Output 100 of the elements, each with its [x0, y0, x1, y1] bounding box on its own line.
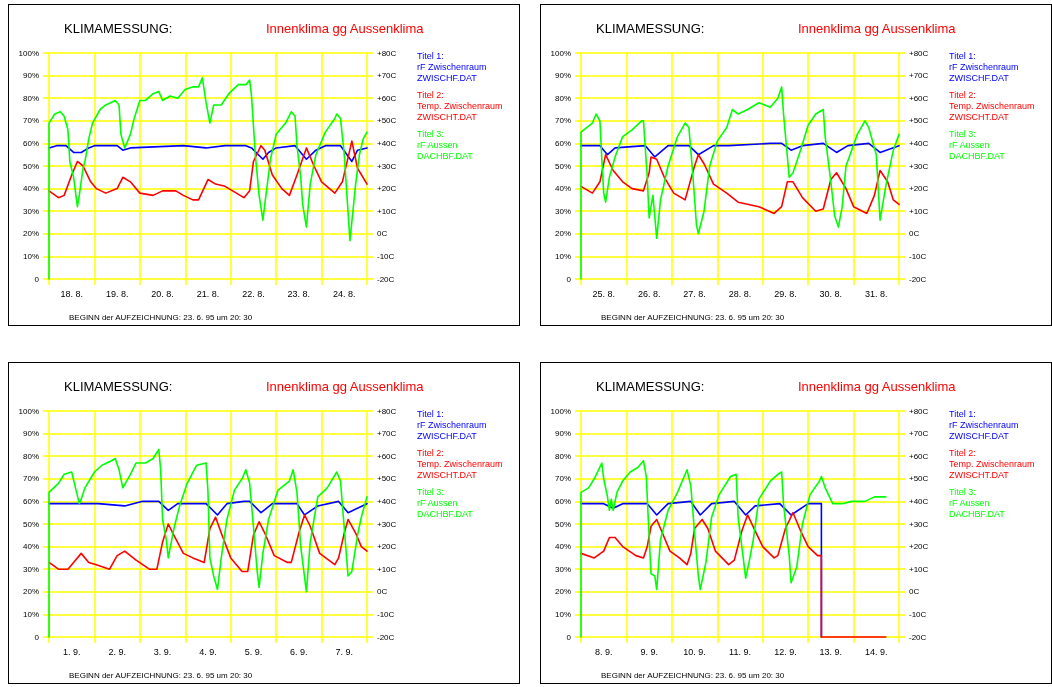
- text: Titel 2: Temp. Zwischenraum ZWISCHT.DAT: [417, 447, 503, 480]
- y2-tick-label: -20C: [909, 274, 927, 284]
- y-tick-label: 60%: [554, 138, 571, 148]
- x-tick-label: 28. 8.: [728, 288, 752, 299]
- chart-subtitle: Innenklima gg Aussenklima: [798, 379, 957, 394]
- x-tick-label: 26. 8.: [637, 288, 661, 299]
- chart-subtitle: Innenklima gg Aussenklima: [266, 379, 425, 394]
- y-tick-label: 100%: [550, 406, 571, 416]
- y2-tick-label: +80C: [377, 48, 397, 58]
- y2-tick-label: +10C: [377, 206, 397, 216]
- text: Titel 2: Temp. Zwischenraum ZWISCHT.DAT: [417, 89, 503, 122]
- y-tick-label: 80%: [554, 93, 571, 103]
- y-tick-label: 10%: [554, 251, 571, 261]
- y2-tick-label: +50C: [909, 474, 929, 484]
- y-tick-label: 20%: [22, 587, 39, 597]
- y2-tick-label: +40C: [909, 496, 929, 506]
- y-tick-label: 30%: [554, 206, 571, 216]
- y-tick-label: 20%: [22, 229, 39, 239]
- y2-tick-label: -10C: [909, 609, 927, 619]
- text: Titel 2: Temp. Zwischenraum ZWISCHT.DAT: [949, 447, 1035, 480]
- x-tick-label: 18. 8.: [60, 288, 83, 299]
- y-tick-label: 0: [566, 274, 572, 284]
- x-tick-label: 25. 8.: [592, 288, 615, 299]
- x-tick-label: 21. 8.: [196, 288, 220, 299]
- y-tick-label: 0: [566, 632, 572, 642]
- y2-tick-label: -10C: [377, 609, 395, 619]
- y2-tick-label: -20C: [377, 274, 395, 284]
- x-tick-label: 23. 8.: [287, 288, 311, 299]
- text: BEGINN der AUFZEICHNUNG: 23. 6. 95 um 20: 30: [601, 312, 785, 322]
- y2-tick-label: +20C: [377, 184, 397, 194]
- x-tick-label: 5. 9.: [244, 646, 263, 657]
- y2-tick-label: +30C: [377, 519, 397, 529]
- y-tick-label: 70%: [554, 474, 571, 484]
- y2-tick-label: +60C: [377, 451, 397, 461]
- y2-tick-label: +80C: [377, 406, 397, 416]
- x-tick-label: 19. 8.: [105, 288, 129, 299]
- y-tick-label: 100%: [18, 48, 39, 58]
- y2-tick-label: +20C: [909, 542, 929, 552]
- x-tick-label: 2. 9.: [108, 646, 126, 657]
- y2-tick-label: 0C: [377, 587, 388, 597]
- x-tick-label: 13. 9.: [819, 646, 843, 657]
- x-tick-label: 27. 8.: [683, 288, 706, 299]
- y2-tick-label: +70C: [909, 71, 929, 81]
- x-tick-label: 8. 9.: [594, 646, 613, 657]
- y-tick-label: 70%: [22, 474, 39, 484]
- y-tick-label: 20%: [554, 229, 571, 239]
- y2-tick-label: +30C: [909, 519, 929, 529]
- y2-tick-label: +20C: [909, 184, 929, 194]
- y2-tick-label: +30C: [909, 161, 929, 171]
- chart-title: KLIMAMESSUNG:: [64, 379, 173, 394]
- y2-tick-label: 0C: [909, 587, 920, 597]
- x-tick-label: 4. 9.: [199, 646, 217, 657]
- x-tick-label: 14. 9.: [865, 646, 888, 657]
- y-tick-label: 90%: [22, 71, 39, 81]
- text: Titel 3: rF Aussen DACHBF.DAT: [949, 128, 1006, 161]
- x-tick-label: 20. 8.: [151, 288, 174, 299]
- y2-tick-label: +10C: [377, 564, 397, 574]
- text: Titel 2: Temp. Zwischenraum ZWISCHT.DAT: [949, 89, 1035, 122]
- y2-tick-label: -10C: [377, 251, 395, 261]
- text: Titel 3: rF Aussen DACHBF.DAT: [949, 486, 1006, 519]
- x-tick-label: 24. 8.: [333, 288, 356, 299]
- y-tick-label: 50%: [554, 161, 571, 171]
- y-tick-label: 90%: [554, 429, 571, 439]
- y-tick-label: 40%: [22, 184, 39, 194]
- y-tick-label: 50%: [22, 161, 39, 171]
- y-tick-label: 80%: [554, 451, 571, 461]
- y-tick-label: 50%: [554, 519, 571, 529]
- y2-tick-label: +70C: [909, 429, 929, 439]
- y2-tick-label: +80C: [909, 406, 929, 416]
- y-tick-label: 60%: [554, 496, 571, 506]
- y2-tick-label: +80C: [909, 48, 929, 58]
- chart-title: KLIMAMESSUNG:: [64, 21, 173, 36]
- text: BEGINN der AUFZEICHNUNG: 23. 6. 95 um 20: 30: [601, 670, 785, 680]
- chart-subtitle: Innenklima gg Aussenklima: [798, 21, 957, 36]
- x-tick-label: 11. 9.: [729, 646, 751, 657]
- y2-tick-label: -20C: [909, 632, 927, 642]
- y2-tick-label: +30C: [377, 161, 397, 171]
- chart-title: KLIMAMESSUNG:: [596, 379, 705, 394]
- x-tick-label: 7. 9.: [335, 646, 354, 657]
- y-tick-label: 70%: [554, 116, 571, 126]
- text: Titel 1: rF Zwischenraum ZWISCHF.DAT: [949, 50, 1019, 83]
- x-tick-label: 12. 9.: [774, 646, 797, 657]
- y-tick-label: 40%: [554, 184, 571, 194]
- x-tick-label: 3. 9.: [153, 646, 172, 657]
- chart-subtitle: Innenklima gg Aussenklima: [266, 21, 425, 36]
- x-tick-label: 31. 8.: [865, 288, 888, 299]
- y-tick-label: 40%: [554, 542, 571, 552]
- y-tick-label: 40%: [22, 542, 39, 552]
- text: Titel 1: rF Zwischenraum ZWISCHF.DAT: [949, 408, 1019, 441]
- y-tick-label: 10%: [22, 251, 39, 261]
- y2-tick-label: -20C: [377, 632, 395, 642]
- y2-tick-label: -10C: [909, 251, 927, 261]
- x-tick-label: 9. 9.: [640, 646, 658, 657]
- x-tick-label: 30. 8.: [819, 288, 843, 299]
- y-tick-label: 30%: [22, 564, 39, 574]
- y-tick-label: 0: [34, 632, 40, 642]
- y2-tick-label: +10C: [909, 206, 929, 216]
- x-tick-label: 1. 9.: [62, 646, 81, 657]
- y-tick-label: 100%: [550, 48, 571, 58]
- y2-tick-label: +50C: [377, 474, 397, 484]
